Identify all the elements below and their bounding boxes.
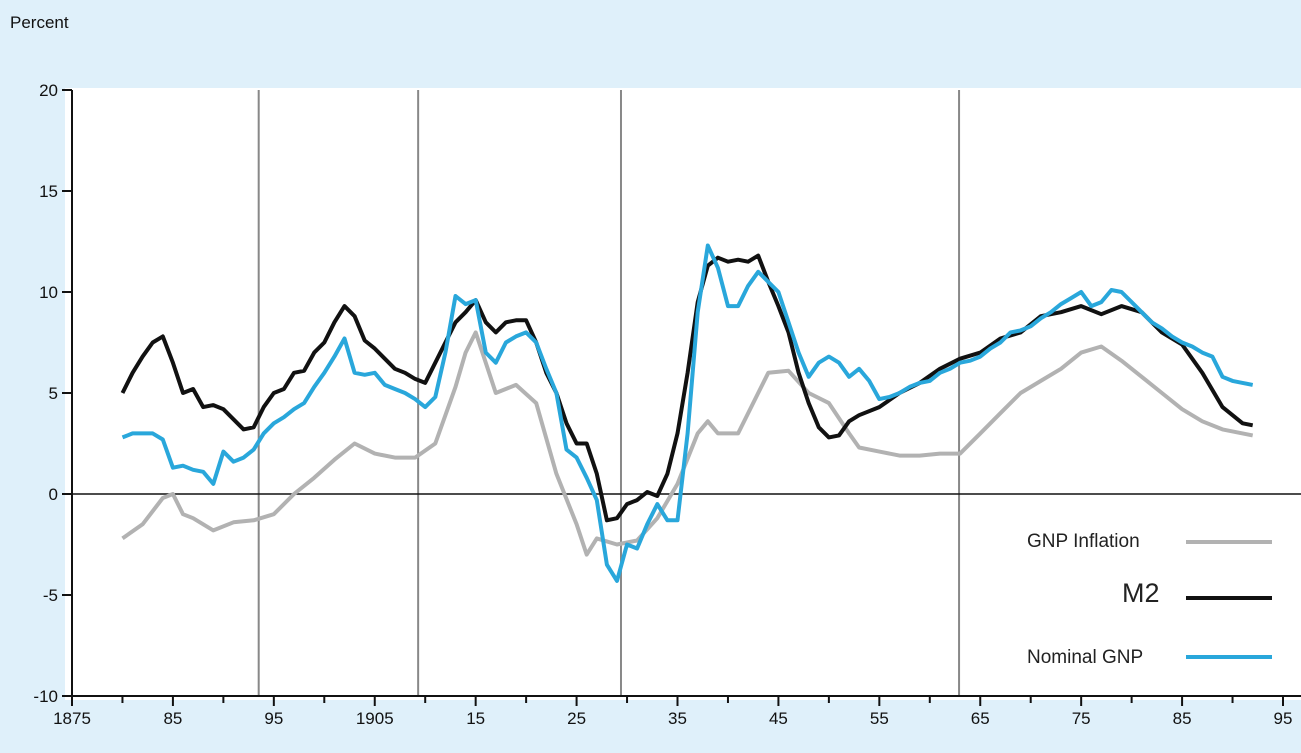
x-tick-label: 1875 [53, 709, 91, 728]
x-tick-label: 1905 [356, 709, 394, 728]
x-tick-label: 65 [971, 709, 990, 728]
y-tick-label: 5 [49, 384, 58, 403]
y-axis-title: Percent [10, 13, 69, 32]
y-tick-label: 0 [49, 485, 58, 504]
x-tick-label: 85 [1173, 709, 1192, 728]
x-tick-label: 85 [163, 709, 182, 728]
x-tick-label: 45 [769, 709, 788, 728]
x-tick-label: 25 [567, 709, 586, 728]
x-tick-label: 95 [1274, 709, 1293, 728]
legend-label-nominal-gnp: Nominal GNP [1027, 647, 1143, 668]
legend: GNP Inflation M2 Nominal GNP [1027, 531, 1272, 668]
series-line-gnp-inflation [121, 330, 1254, 557]
x-tick-label: 15 [466, 709, 485, 728]
legend-label-gnp-inflation: GNP Inflation [1027, 531, 1140, 552]
legend-label-m2: M2 [1122, 578, 1160, 608]
series-lines [120, 243, 1254, 583]
y-tick-label: -10 [33, 687, 58, 706]
y-tick-label: 20 [39, 81, 58, 100]
x-tick-label: 75 [1072, 709, 1091, 728]
y-tick-label: 15 [39, 182, 58, 201]
vertical-markers [257, 90, 961, 696]
y-tick-label: -5 [43, 586, 58, 605]
y-tick-label: 10 [39, 283, 58, 302]
x-tick-label: 35 [668, 709, 687, 728]
axes: 20 15 10 5 0 -5 -10 1875 85 95 1905 15 25 35 45 55 65 75 8… [33, 81, 1301, 728]
series-line-nominal-gnp [121, 243, 1254, 583]
x-tick-label: 55 [870, 709, 889, 728]
series-line-m2 [120, 253, 1254, 523]
x-tick-label: 95 [264, 709, 283, 728]
